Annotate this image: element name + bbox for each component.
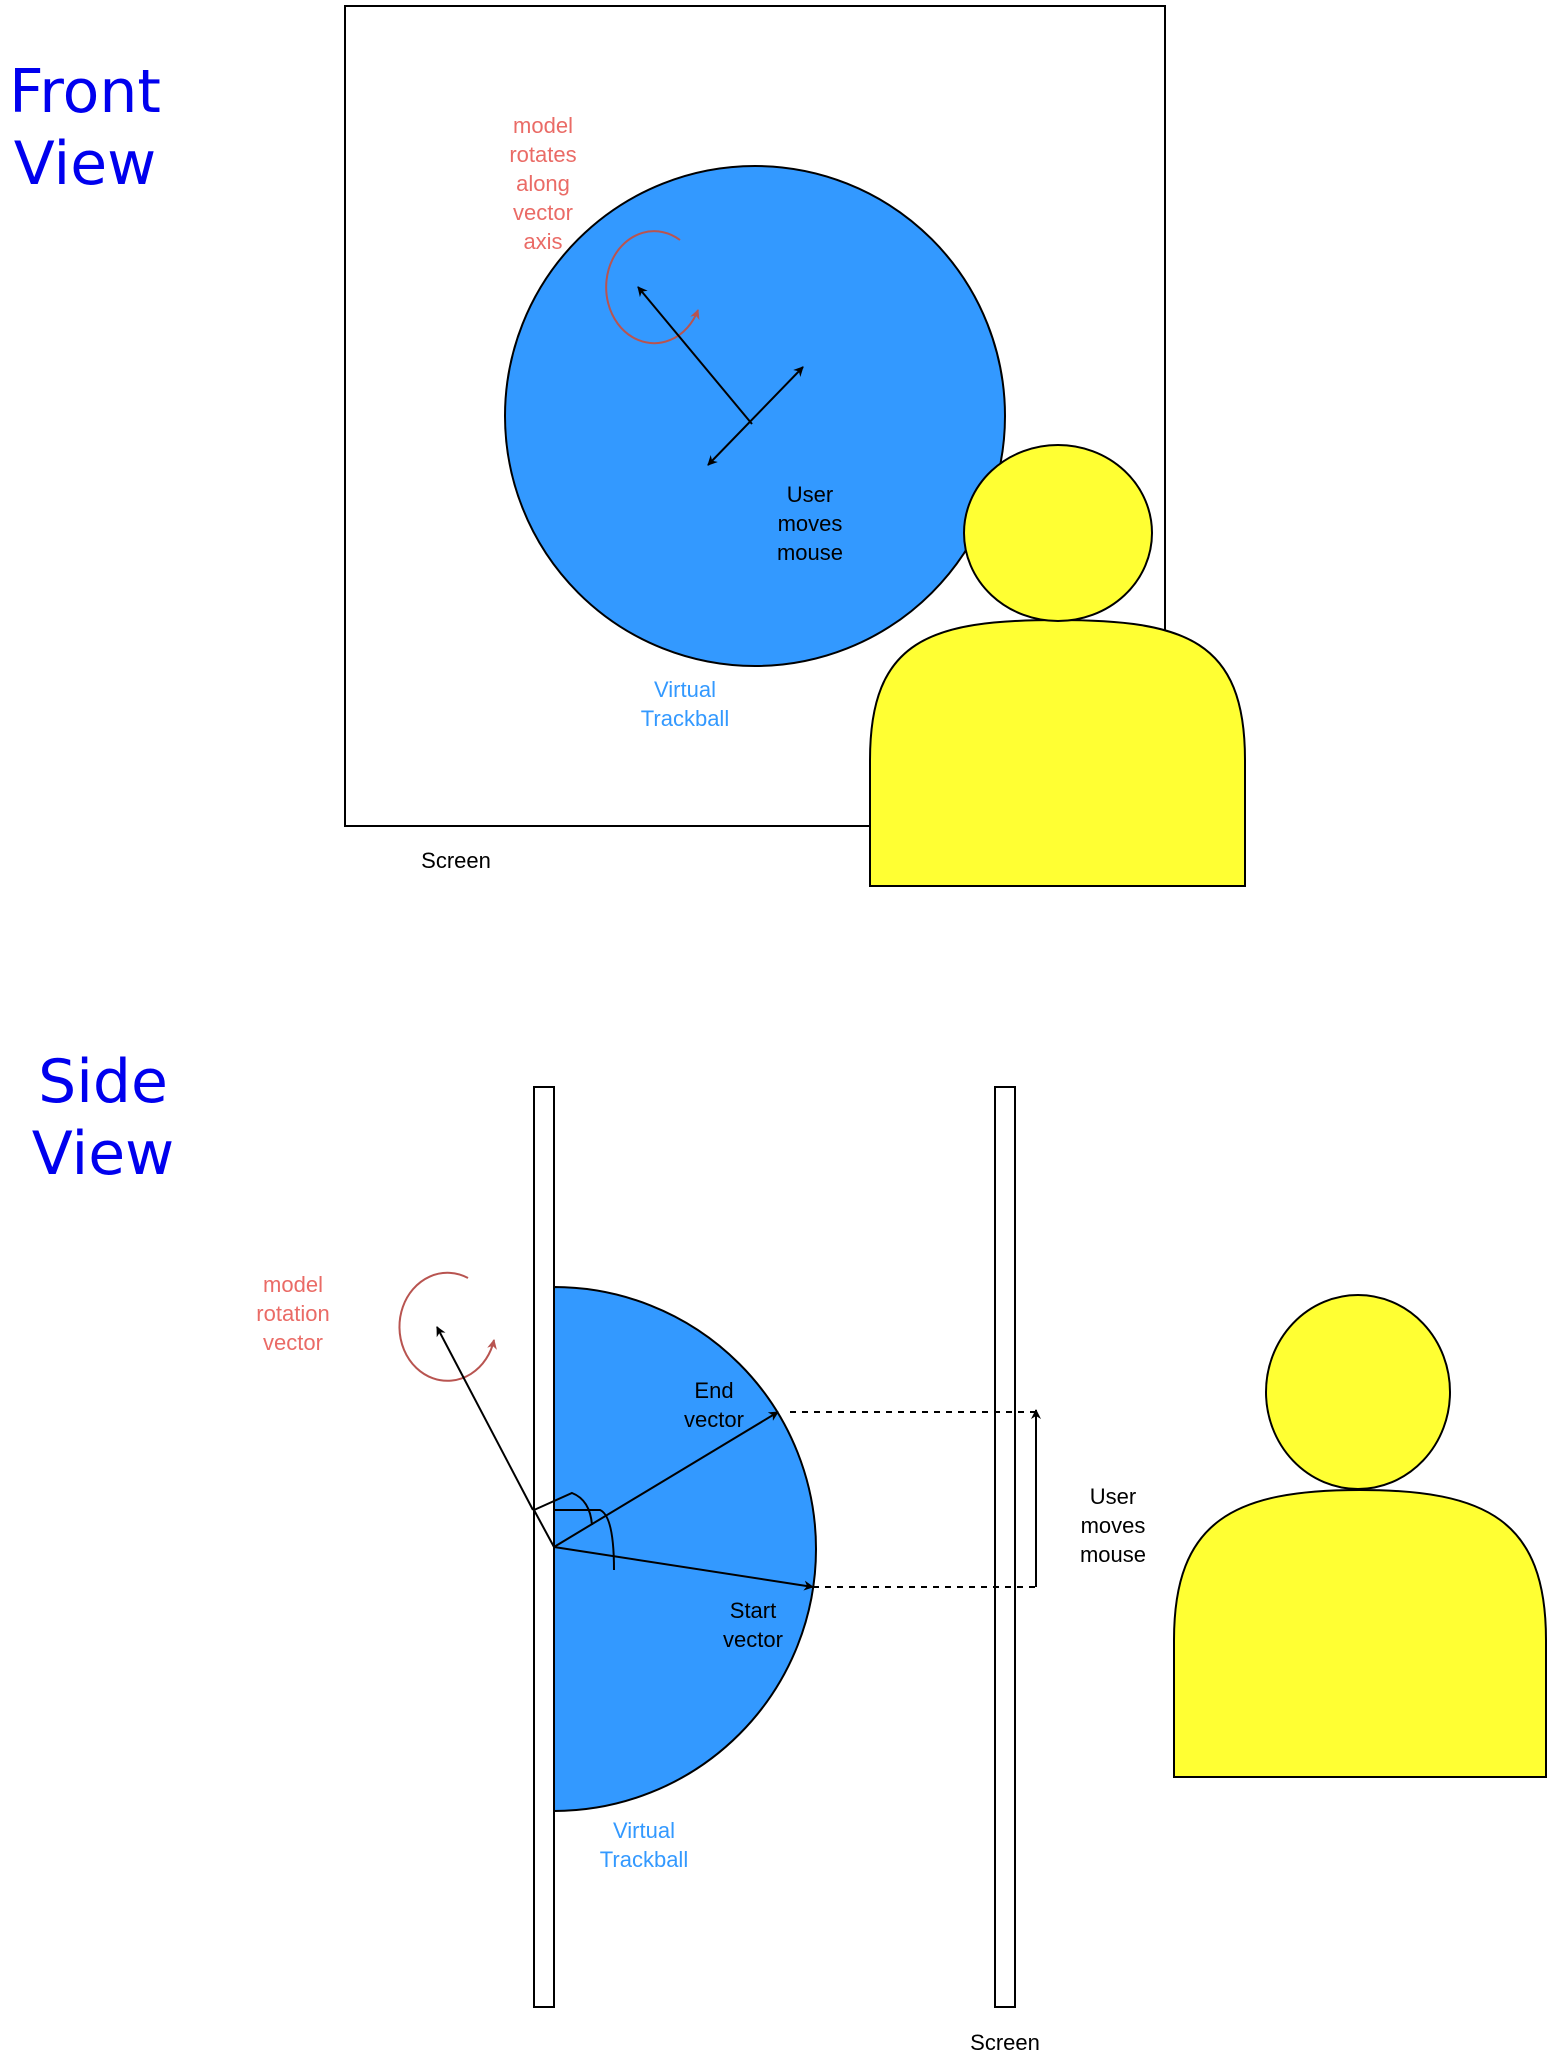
front-person-head — [963, 444, 1153, 622]
side-angle-marker-1 — [533, 1491, 593, 1526]
front-user-moves-mouse-label-line: moves — [778, 511, 843, 536]
side-person-body — [1173, 1488, 1547, 1778]
side-rotation-label: model rotation vector — [256, 1272, 329, 1355]
side-trackball-label-line: Trackball — [600, 1847, 688, 1872]
front-rotation-label-line: axis — [523, 229, 562, 254]
side-start-vector-label-line: Start — [730, 1598, 776, 1623]
front-person-body — [869, 618, 1246, 887]
side-person-head — [1265, 1294, 1451, 1490]
front-rotation-label-line: vector — [513, 200, 573, 225]
front-trackball-label-line: Virtual — [654, 677, 716, 702]
front-user-moves-mouse-label-line: mouse — [777, 540, 843, 565]
front-rotation-arc — [605, 230, 700, 345]
side-user-moves-mouse-label-line: mouse — [1080, 1542, 1146, 1567]
front-view: Front View model rotates along vector axis Us… — [9, 5, 1246, 887]
side-view-title: Side View — [32, 1047, 174, 1189]
front-trackball-label: Virtual Trackball — [641, 677, 729, 731]
front-user-moves-mouse-label: User moves mouse — [777, 482, 843, 565]
front-trackball-label-line: Trackball — [641, 706, 729, 731]
side-trackball — [553, 1285, 817, 1813]
side-pivot-line — [533, 1509, 555, 1548]
front-person — [869, 444, 1246, 887]
side-user-moves-mouse-label-line: User — [1090, 1484, 1136, 1509]
front-user-moves-mouse-label-line: User — [787, 482, 833, 507]
side-end-vector-label-line: vector — [684, 1407, 744, 1432]
side-angle-marker-2 — [554, 1509, 615, 1571]
front-view-title-line: View — [14, 129, 156, 199]
front-view-title-line: Front — [9, 57, 161, 127]
side-view-title-line: View — [32, 1119, 174, 1189]
side-start-vector-label: Start vector — [723, 1598, 783, 1652]
side-trackball-label-line: Virtual — [613, 1818, 675, 1843]
side-view-title-line: Side — [38, 1047, 168, 1117]
front-screen-label: Screen — [421, 848, 491, 873]
side-trackball-label: Virtual Trackball — [600, 1818, 688, 1872]
side-end-vector-label: End vector — [684, 1378, 744, 1432]
side-screen-label: Screen — [970, 2030, 1040, 2055]
front-rotation-label-line: along — [516, 171, 570, 196]
side-rotation-vector-arrow — [436, 1326, 534, 1511]
front-rotation-label-line: rotates — [509, 142, 576, 167]
side-person — [1173, 1294, 1547, 1778]
side-rotation-arc — [398, 1271, 497, 1382]
side-rotation-label-line: vector — [263, 1330, 323, 1355]
side-end-vector-label-line: End — [694, 1378, 733, 1403]
front-rotation-label: model rotates along vector axis — [509, 113, 576, 254]
side-screen-left — [533, 1086, 555, 2008]
side-screen-right — [994, 1086, 1016, 2008]
front-rotation-label-line: model — [513, 113, 573, 138]
side-start-vector-arrow — [553, 1546, 814, 1591]
side-rotation-label-line: model — [263, 1272, 323, 1297]
side-start-vector-label-line: vector — [723, 1627, 783, 1652]
front-mouse-movement-arrow — [707, 366, 804, 466]
side-user-moves-mouse-label: User moves mouse — [1080, 1484, 1146, 1567]
side-rotation-label-line: rotation — [256, 1301, 329, 1326]
side-view: Side View model rotation vector End vector S… — [32, 1047, 1547, 2055]
front-view-title: Front View — [9, 57, 161, 199]
side-user-moves-mouse-label-line: moves — [1081, 1513, 1146, 1538]
